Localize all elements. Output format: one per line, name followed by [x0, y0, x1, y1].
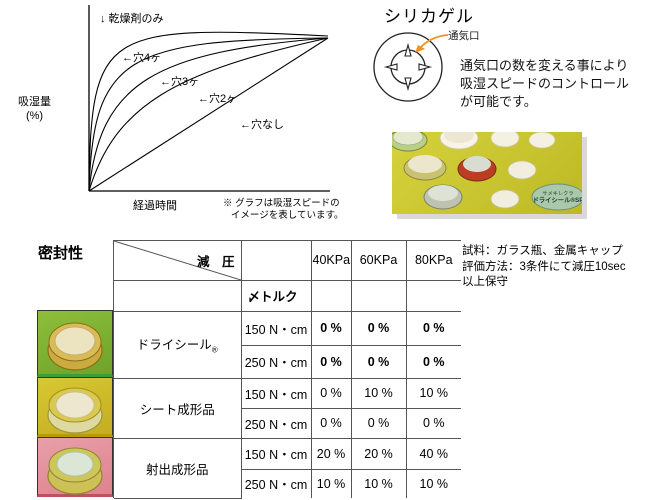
svg-text:ドライシール®SP: ドライシール®SP — [533, 196, 582, 204]
svg-text:が可能です。: が可能です。 — [460, 94, 537, 109]
svg-text:←穴なし: ←穴なし — [240, 117, 284, 131]
svg-text:吸湿スピードのコントロール: 吸湿スピードのコントロール — [460, 76, 629, 91]
svg-text:通気口の数を変える事により: 通気口の数を変える事により — [460, 58, 628, 73]
svg-text:←穴3ヶ: ←穴3ヶ — [160, 74, 199, 88]
svg-text:←穴2ヶ: ←穴2ヶ — [198, 91, 237, 105]
svg-text:通気口: 通気口 — [448, 29, 480, 42]
svg-text:←穴4ヶ: ←穴4ヶ — [122, 50, 161, 64]
svg-text:↓ 乾燥剤のみ: ↓ 乾燥剤のみ — [100, 11, 164, 25]
svg-text:サメキレクラ: サメキレクラ — [542, 190, 573, 197]
svg-text:経過時間: 経過時間 — [133, 199, 177, 212]
